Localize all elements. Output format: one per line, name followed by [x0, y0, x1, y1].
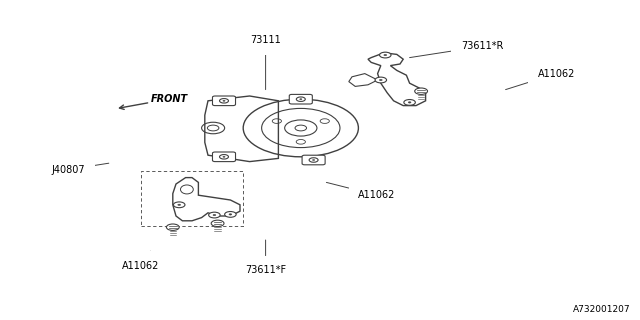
Circle shape: [209, 212, 220, 218]
Circle shape: [309, 158, 318, 162]
Circle shape: [375, 77, 387, 83]
Circle shape: [404, 100, 415, 105]
Circle shape: [408, 102, 411, 103]
Text: A11062: A11062: [326, 182, 396, 200]
Circle shape: [225, 212, 236, 217]
FancyBboxPatch shape: [289, 94, 312, 104]
Circle shape: [211, 220, 224, 227]
Circle shape: [178, 204, 180, 205]
Circle shape: [166, 224, 179, 230]
Circle shape: [173, 202, 185, 208]
Text: A11062: A11062: [506, 68, 575, 90]
Circle shape: [229, 214, 232, 215]
Circle shape: [223, 100, 225, 101]
Text: J40807: J40807: [51, 163, 109, 175]
Circle shape: [295, 125, 307, 131]
Circle shape: [380, 79, 382, 81]
Circle shape: [213, 214, 216, 216]
Circle shape: [223, 156, 225, 157]
FancyBboxPatch shape: [302, 155, 325, 165]
FancyBboxPatch shape: [212, 152, 236, 162]
Text: 73111: 73111: [250, 35, 281, 90]
Circle shape: [312, 159, 315, 161]
Circle shape: [380, 52, 391, 58]
Text: 73611*R: 73611*R: [410, 41, 503, 58]
Circle shape: [296, 97, 305, 101]
Text: 73611*F: 73611*F: [245, 240, 286, 276]
Circle shape: [220, 99, 228, 103]
Text: A732001207: A732001207: [573, 305, 630, 314]
Circle shape: [220, 155, 228, 159]
FancyBboxPatch shape: [212, 96, 236, 106]
Circle shape: [300, 99, 302, 100]
Text: FRONT: FRONT: [150, 94, 188, 104]
Circle shape: [415, 88, 428, 94]
Text: A11062: A11062: [122, 251, 159, 271]
Circle shape: [384, 54, 387, 56]
